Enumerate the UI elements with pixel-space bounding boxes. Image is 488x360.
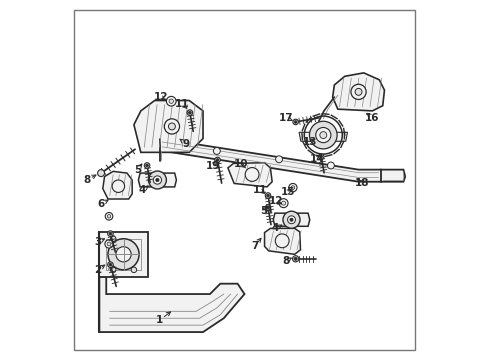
Circle shape [166, 96, 176, 106]
Circle shape [290, 186, 294, 189]
Circle shape [98, 170, 104, 176]
Circle shape [288, 184, 296, 192]
Text: 12: 12 [268, 197, 282, 206]
Polygon shape [227, 163, 272, 187]
Text: 15: 15 [280, 187, 294, 197]
Polygon shape [264, 228, 300, 254]
Polygon shape [138, 173, 176, 187]
Text: 5: 5 [259, 206, 266, 216]
Circle shape [131, 267, 136, 273]
Circle shape [319, 155, 322, 158]
Circle shape [292, 256, 298, 262]
Circle shape [327, 162, 334, 169]
Text: 14: 14 [309, 154, 324, 164]
Circle shape [104, 240, 113, 248]
Circle shape [283, 211, 300, 228]
Circle shape [109, 232, 112, 235]
Circle shape [107, 262, 113, 267]
Circle shape [279, 199, 287, 208]
Circle shape [187, 110, 192, 115]
Text: 9: 9 [182, 139, 189, 149]
Circle shape [112, 180, 124, 193]
Circle shape [188, 111, 191, 114]
Circle shape [289, 218, 292, 221]
Text: 5: 5 [133, 165, 141, 175]
Circle shape [319, 132, 326, 139]
Circle shape [110, 267, 116, 273]
Circle shape [275, 156, 282, 163]
Circle shape [168, 123, 175, 130]
Circle shape [164, 119, 179, 134]
Text: 11: 11 [252, 185, 267, 195]
Polygon shape [299, 132, 347, 141]
Circle shape [110, 236, 116, 242]
Text: 11: 11 [175, 99, 189, 109]
Circle shape [107, 231, 113, 236]
Circle shape [292, 119, 298, 125]
Circle shape [354, 89, 361, 95]
Text: 4: 4 [271, 224, 279, 233]
Text: 4: 4 [139, 185, 146, 195]
Circle shape [293, 257, 297, 260]
Circle shape [287, 216, 295, 224]
Text: 2: 2 [94, 265, 101, 275]
Text: 7: 7 [251, 241, 258, 251]
Circle shape [107, 215, 110, 218]
Circle shape [294, 121, 296, 123]
Circle shape [350, 84, 366, 99]
Polygon shape [134, 100, 203, 152]
Circle shape [216, 158, 219, 161]
Text: 13: 13 [302, 137, 317, 147]
Polygon shape [99, 232, 147, 277]
Circle shape [116, 247, 131, 262]
Circle shape [107, 242, 111, 246]
Circle shape [244, 167, 259, 181]
Circle shape [105, 212, 113, 220]
Circle shape [309, 121, 336, 149]
Text: 19: 19 [205, 161, 220, 171]
Text: 1: 1 [156, 315, 163, 325]
Circle shape [281, 201, 285, 205]
Circle shape [145, 164, 148, 167]
Polygon shape [273, 213, 309, 226]
Text: 6: 6 [97, 199, 104, 209]
Text: 16: 16 [365, 113, 379, 123]
Circle shape [109, 263, 112, 266]
Circle shape [266, 194, 269, 197]
Circle shape [264, 193, 270, 198]
Circle shape [318, 154, 324, 159]
Circle shape [266, 206, 269, 209]
Text: 17: 17 [278, 113, 293, 123]
Circle shape [275, 234, 288, 248]
Polygon shape [102, 171, 132, 199]
Polygon shape [160, 139, 382, 182]
Text: 10: 10 [233, 159, 248, 170]
Text: 8: 8 [83, 175, 91, 185]
Circle shape [214, 157, 220, 163]
Polygon shape [99, 277, 244, 332]
Text: 8: 8 [282, 256, 289, 266]
Circle shape [153, 176, 161, 184]
Circle shape [315, 127, 330, 143]
Polygon shape [332, 73, 384, 111]
Text: 18: 18 [354, 179, 368, 188]
Circle shape [156, 178, 159, 182]
Circle shape [148, 171, 166, 189]
Circle shape [144, 163, 149, 168]
Circle shape [108, 239, 139, 270]
Circle shape [264, 205, 270, 210]
Text: 3: 3 [94, 237, 101, 247]
Circle shape [169, 99, 173, 103]
Text: 12: 12 [153, 92, 168, 102]
Polygon shape [380, 170, 405, 182]
Circle shape [213, 148, 220, 154]
